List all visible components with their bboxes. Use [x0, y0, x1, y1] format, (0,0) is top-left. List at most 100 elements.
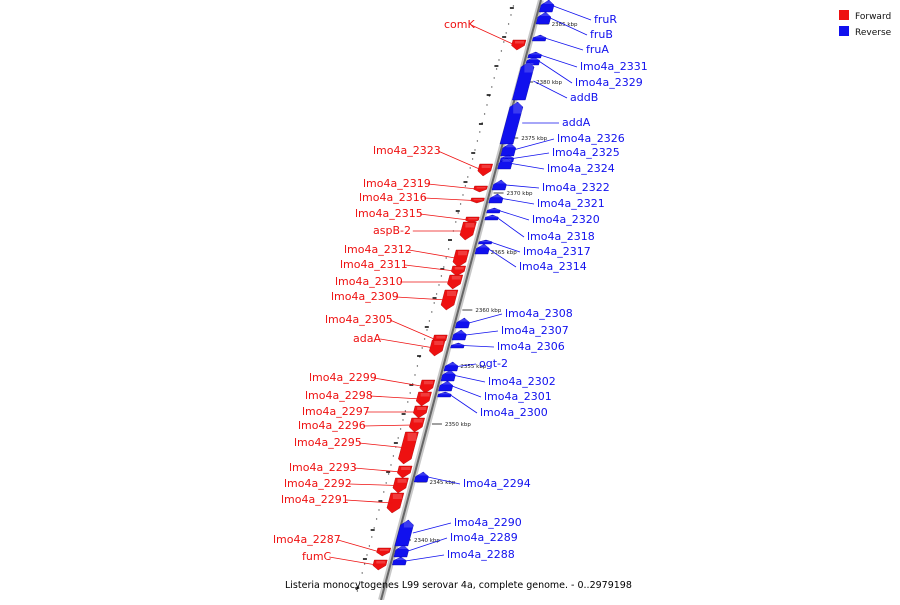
gene-label-lmo4a-2318[interactable]: lmo4a_2318 — [527, 230, 595, 243]
gene-label-lmo4a-2307[interactable]: lmo4a_2307 — [501, 324, 569, 337]
gene-label-lmo4a-2317[interactable]: lmo4a_2317 — [523, 245, 591, 258]
gene-lmo4a-2288[interactable] — [392, 556, 407, 566]
leader-line — [540, 54, 578, 68]
gene-label-ogt-2[interactable]: ogt-2 — [479, 357, 508, 370]
gene-lmo4a-2290[interactable] — [394, 519, 414, 547]
gene-label-lmo4a-2288[interactable]: lmo4a_2288 — [447, 548, 515, 561]
gene-label-lmo4a-2306[interactable]: lmo4a_2306 — [497, 340, 565, 353]
gene-highlight — [454, 267, 464, 270]
gene-label-lmo4a-2300[interactable]: lmo4a_2300 — [480, 406, 548, 419]
gene-aspb-2[interactable] — [459, 221, 477, 241]
gene-label-lmo4a-2312[interactable]: lmo4a_2312 — [344, 243, 412, 256]
gene-label-adda[interactable]: addA — [562, 116, 591, 129]
gene-label-lmo4a-2323[interactable]: lmo4a_2323 — [373, 144, 441, 157]
gene-label-lmo4a-2310[interactable]: lmo4a_2310 — [335, 275, 403, 288]
gene-label-lmo4a-2291[interactable]: lmo4a_2291 — [281, 493, 349, 506]
gene-label-comk[interactable]: comK — [444, 18, 475, 31]
gene-label-lmo4a-2315[interactable]: lmo4a_2315 — [355, 207, 423, 220]
gene-label-lmo4a-2290[interactable]: lmo4a_2290 — [454, 516, 522, 529]
gene-label-addb[interactable]: addB — [570, 91, 598, 104]
gene-label-lmo4a-2295[interactable]: lmo4a_2295 — [294, 436, 362, 449]
gene-label-lmo4a-2289[interactable]: lmo4a_2289 — [450, 531, 518, 544]
gene-label-lmo4a-2296[interactable]: lmo4a_2296 — [298, 419, 366, 432]
gene-lmo4a-2323[interactable] — [477, 163, 493, 177]
gene-label-lmo4a-2297[interactable]: lmo4a_2297 — [302, 405, 370, 418]
gene-label-lmo4a-2324[interactable]: lmo4a_2324 — [547, 162, 615, 175]
gene-highlight — [502, 159, 512, 162]
gene-comk[interactable] — [511, 39, 527, 51]
gene-label-lmo4a-2319[interactable]: lmo4a_2319 — [363, 177, 431, 190]
gene-frub[interactable] — [535, 11, 552, 25]
gene-label-lmo4a-2298[interactable]: lmo4a_2298 — [305, 389, 373, 402]
gene-lmo4a-2308[interactable] — [454, 317, 470, 329]
gene-label-fumc[interactable]: fumC — [302, 550, 332, 563]
gene-label-lmo4a-2311[interactable]: lmo4a_2311 — [340, 258, 408, 271]
gene-label-lmo4a-2326[interactable]: lmo4a_2326 — [557, 132, 625, 145]
gene-label-lmo4a-2293[interactable]: lmo4a_2293 — [289, 461, 357, 474]
gene-lmo4a-2294[interactable] — [413, 471, 429, 483]
gene-lmo4a-2298[interactable] — [415, 391, 432, 407]
gene-highlight — [456, 331, 466, 334]
gene-lmo4a-2289[interactable] — [393, 544, 409, 558]
gene-label-lmo4a-2314[interactable]: lmo4a_2314 — [519, 260, 587, 273]
gene-highlight — [489, 209, 499, 211]
gene-highlight — [506, 144, 516, 148]
gene-lmo4a-2322[interactable] — [491, 179, 507, 191]
gene-lmo4a-2301[interactable] — [438, 380, 454, 392]
gene-label-lmo4a-2292[interactable]: lmo4a_2292 — [284, 477, 352, 490]
gene-highlight — [481, 241, 491, 242]
gene-lmo4a-2295[interactable] — [398, 431, 419, 465]
gene-highlight — [473, 199, 483, 201]
gene-label-lmo4a-2302[interactable]: lmo4a_2302 — [488, 375, 556, 388]
gene-label-adaa[interactable]: adaA — [353, 332, 381, 345]
gene-label-lmo4a-2305[interactable]: lmo4a_2305 — [325, 313, 393, 326]
gene-lmo4a-2300[interactable] — [437, 391, 452, 398]
gene-label-lmo4a-2316[interactable]: lmo4a_2316 — [359, 191, 427, 204]
gene-highlight — [496, 181, 506, 184]
gene-lmo4a-2309[interactable] — [440, 289, 459, 311]
gene-lmo4a-2312[interactable] — [452, 249, 470, 268]
gene-label-lmo4a-2308[interactable]: lmo4a_2308 — [505, 307, 573, 320]
gene-highlight — [423, 381, 433, 385]
gene-addb[interactable] — [512, 61, 535, 101]
gene-lmo4a-2317[interactable] — [478, 239, 493, 245]
gene-label-lmo4a-2329[interactable]: lmo4a_2329 — [575, 76, 643, 89]
gene-lmo4a-2291[interactable] — [386, 492, 405, 514]
gene-lmo4a-2314[interactable] — [474, 243, 490, 255]
gene-lmo4a-2292[interactable] — [392, 477, 409, 494]
gene-highlight — [443, 382, 453, 385]
gene-highlight — [535, 36, 545, 38]
gene-label-lmo4a-2301[interactable]: lmo4a_2301 — [484, 390, 552, 403]
gene-adaa[interactable] — [429, 339, 446, 357]
gene-label-lmo4a-2299[interactable]: lmo4a_2299 — [309, 371, 377, 384]
tick-label: 2370 kbp — [507, 191, 533, 197]
gene-lmo4a-2318[interactable] — [484, 214, 499, 221]
gene-label-aspb-2[interactable]: aspB-2 — [373, 224, 411, 237]
gene-label-lmo4a-2321[interactable]: lmo4a_2321 — [537, 197, 605, 210]
gene-highlight — [476, 187, 486, 189]
gene-frua[interactable] — [532, 34, 547, 42]
gene-lmo4a-2324[interactable] — [497, 157, 513, 170]
gene-highlight — [417, 407, 427, 410]
gene-label-lmo4a-2331[interactable]: lmo4a_2331 — [580, 60, 648, 73]
gene-highlight — [531, 53, 541, 55]
gene-label-lmo4a-2294[interactable]: lmo4a_2294 — [463, 477, 531, 490]
gene-lmo4a-2321[interactable] — [488, 193, 504, 204]
gene-lmo4a-2307[interactable] — [451, 329, 467, 341]
gene-adda[interactable] — [499, 101, 524, 145]
gene-lmo4a-2306[interactable] — [450, 342, 465, 349]
gene-label-frua[interactable]: fruA — [586, 43, 609, 56]
gene-label-lmo4a-2309[interactable]: lmo4a_2309 — [331, 290, 399, 303]
gene-lmo4a-2299[interactable] — [419, 379, 436, 394]
gene-label-lmo4a-2320[interactable]: lmo4a_2320 — [532, 213, 600, 226]
gene-lmo4a-2287[interactable] — [376, 547, 392, 557]
gene-label-frur[interactable]: fruR — [594, 13, 617, 26]
gene-label-lmo4a-2325[interactable]: lmo4a_2325 — [552, 146, 620, 159]
gene-lmo4a-2310[interactable] — [447, 274, 464, 290]
gene-lmo4a-2296[interactable] — [409, 417, 425, 433]
gene-lmo4a-2320[interactable] — [486, 207, 501, 214]
gene-label-frub[interactable]: fruB — [590, 28, 613, 41]
gene-label-lmo4a-2287[interactable]: lmo4a_2287 — [273, 533, 341, 546]
gene-label-lmo4a-2322[interactable]: lmo4a_2322 — [542, 181, 610, 194]
